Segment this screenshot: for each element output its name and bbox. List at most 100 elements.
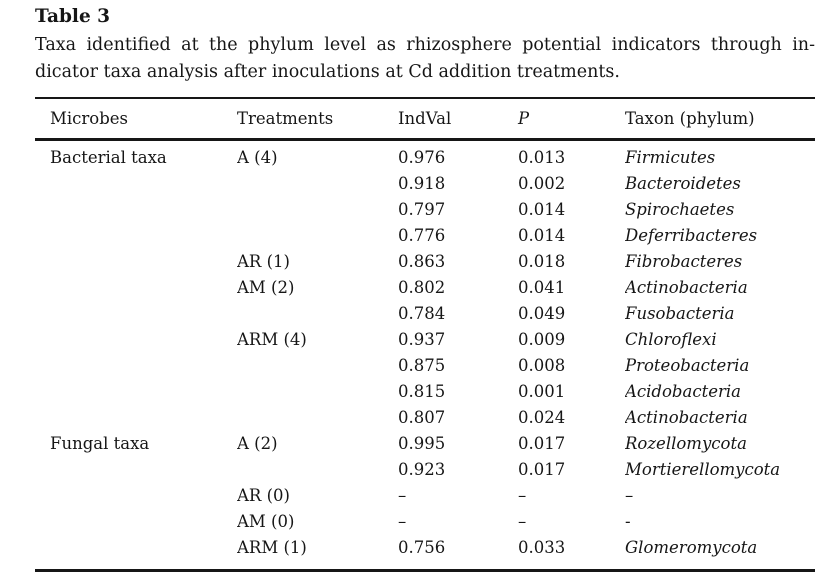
column-header-microbes: Microbes xyxy=(35,98,237,141)
cell-taxon: Actinobacteria xyxy=(625,278,748,297)
cell-treatment: AM (0) xyxy=(237,512,295,531)
cell-p: – xyxy=(518,512,527,531)
cell-treatment xyxy=(237,223,398,249)
cell-taxon: Spirochaetes xyxy=(625,200,735,219)
cell-microbes xyxy=(35,171,237,197)
cell-p: 0.008 xyxy=(518,356,566,375)
cell-p: 0.017 xyxy=(518,434,566,453)
cell-treatment xyxy=(237,353,398,379)
table-row: ARM (4) 0.937 0.009 Chloroflexi xyxy=(35,327,815,353)
cell-p: 0.014 xyxy=(518,200,566,219)
cell-taxon: Proteobacteria xyxy=(625,356,750,375)
cell-taxon: Deferribacteres xyxy=(625,226,758,245)
cell-indval: 0.802 xyxy=(398,278,446,297)
header-row: Microbes Treatments IndVal P Taxon (phyl… xyxy=(35,98,815,141)
cell-taxon: Fusobacteria xyxy=(625,304,735,323)
column-header-taxon-phylum: Taxon (phylum) xyxy=(625,98,815,141)
cell-p: 0.013 xyxy=(518,148,566,167)
cell-microbes xyxy=(35,535,237,571)
cell-p: – xyxy=(518,486,527,505)
cell-treatment: A (4) xyxy=(237,148,278,167)
cell-treatment xyxy=(237,379,398,405)
cell-indval: 0.863 xyxy=(398,252,446,271)
cell-treatment xyxy=(237,405,398,431)
cell-p: 0.017 xyxy=(518,460,566,479)
cell-indval: – xyxy=(398,512,407,531)
table-row: AM (2) 0.802 0.041 Actinobacteria xyxy=(35,275,815,301)
table-row: 0.776 0.014 Deferribacteres xyxy=(35,223,815,249)
table-row: AM (0) – – - xyxy=(35,509,815,535)
cell-taxon: Fibrobacteres xyxy=(625,252,743,271)
cell-indval: 0.875 xyxy=(398,356,446,375)
table-row: ARM (1) 0.756 0.033 Glomeromycota xyxy=(35,535,815,571)
cell-indval: 0.976 xyxy=(398,148,446,167)
cell-microbes: Bacterial taxa xyxy=(50,148,167,167)
column-header-treatments: Treatments xyxy=(237,98,398,141)
caption-line-1: Taxa identified at the phylum level as r… xyxy=(35,35,815,55)
cell-indval: 0.923 xyxy=(398,460,446,479)
caption-line-2: dicator taxa analysis after inoculations… xyxy=(35,62,620,82)
cell-microbes xyxy=(35,301,237,327)
cell-treatment xyxy=(237,301,398,327)
table-row: 0.807 0.024 Actinobacteria xyxy=(35,405,815,431)
cell-treatment: ARM (1) xyxy=(237,538,307,557)
table-row: 0.918 0.002 Bacteroidetes xyxy=(35,171,815,197)
cell-microbes xyxy=(35,249,237,275)
cell-treatment: AR (1) xyxy=(237,252,290,271)
cell-taxon: Mortierellomycota xyxy=(625,460,781,479)
table-row: 0.815 0.001 Acidobacteria xyxy=(35,379,815,405)
cell-taxon: Acidobacteria xyxy=(625,382,741,401)
table-caption: Taxa identified at the phylum level as r… xyxy=(35,32,815,86)
cell-indval: 0.807 xyxy=(398,408,446,427)
cell-taxon: – xyxy=(625,486,634,505)
cell-microbes xyxy=(35,223,237,249)
cell-indval: 0.918 xyxy=(398,174,446,193)
cell-indval: – xyxy=(398,486,407,505)
cell-treatment: A (2) xyxy=(237,434,278,453)
cell-treatment xyxy=(237,171,398,197)
cell-treatment: AM (2) xyxy=(237,278,295,297)
indicator-taxa-table: Microbes Treatments IndVal P Taxon (phyl… xyxy=(35,97,815,572)
table-row: AR (1) 0.863 0.018 Fibrobacteres xyxy=(35,249,815,275)
table-row: AR (0) – – – xyxy=(35,483,815,509)
cell-microbes xyxy=(35,405,237,431)
table-row: Bacterial taxa A (4) 0.976 0.013 Firmicu… xyxy=(35,140,815,172)
cell-microbes xyxy=(35,457,237,483)
cell-taxon: Rozellomycota xyxy=(625,434,747,453)
column-header-p: P xyxy=(518,98,625,141)
cell-p: 0.002 xyxy=(518,174,566,193)
table-header: Microbes Treatments IndVal P Taxon (phyl… xyxy=(35,98,815,141)
cell-p: 0.001 xyxy=(518,382,566,401)
cell-taxon: Firmicutes xyxy=(625,148,716,167)
cell-microbes: Fungal taxa xyxy=(50,434,150,453)
cell-p: 0.041 xyxy=(518,278,566,297)
cell-microbes xyxy=(35,483,237,509)
cell-indval: 0.756 xyxy=(398,538,446,557)
cell-microbes xyxy=(35,197,237,223)
cell-taxon: - xyxy=(625,512,631,531)
cell-indval: 0.815 xyxy=(398,382,446,401)
cell-indval: 0.995 xyxy=(398,434,446,453)
table-title: Table 3 xyxy=(35,6,111,27)
cell-indval: 0.937 xyxy=(398,330,446,349)
cell-microbes xyxy=(35,327,237,353)
cell-microbes xyxy=(35,275,237,301)
cell-treatment xyxy=(237,197,398,223)
cell-treatment xyxy=(237,457,398,483)
table-row: Fungal taxa A (2) 0.995 0.017 Rozellomyc… xyxy=(35,431,815,457)
column-header-indval: IndVal xyxy=(398,98,518,141)
cell-p: 0.033 xyxy=(518,538,566,557)
cell-p: 0.014 xyxy=(518,226,566,245)
cell-taxon: Chloroflexi xyxy=(625,330,717,349)
cell-treatment: ARM (4) xyxy=(237,330,307,349)
cell-indval: 0.776 xyxy=(398,226,446,245)
cell-taxon: Glomeromycota xyxy=(625,538,758,557)
cell-p: 0.024 xyxy=(518,408,566,427)
table-row: 0.875 0.008 Proteobacteria xyxy=(35,353,815,379)
cell-p: 0.049 xyxy=(518,304,566,323)
cell-microbes xyxy=(35,353,237,379)
cell-indval: 0.784 xyxy=(398,304,446,323)
cell-microbes xyxy=(35,379,237,405)
cell-indval: 0.797 xyxy=(398,200,446,219)
